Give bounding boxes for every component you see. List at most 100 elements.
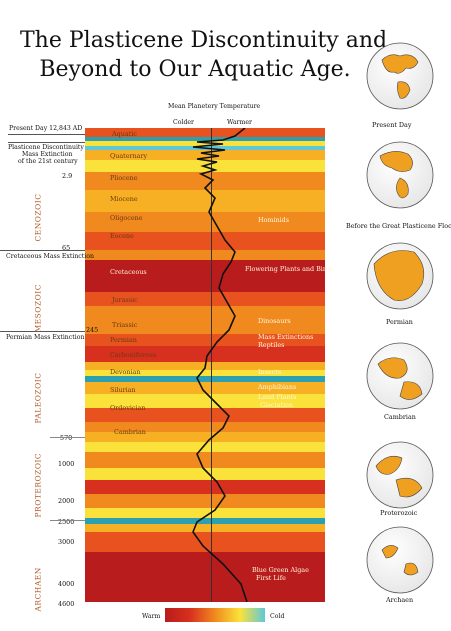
- band-cold-1: [85, 137, 325, 141]
- legend-gradient: [165, 608, 265, 622]
- present-day-label: Present Day 12,843 AD: [9, 125, 83, 132]
- era-paleozoic: PALEOZOIC: [33, 372, 43, 424]
- period-ordovician: Ordovician: [110, 404, 146, 412]
- globe-archaen: [366, 526, 434, 594]
- title-line-1: The Plasticene Discontinuity and: [20, 28, 388, 53]
- tick-1000: 1000: [58, 460, 75, 468]
- band-devonian: [85, 408, 325, 422]
- era-cenozoic: CENOZOIC: [33, 193, 43, 242]
- band-permian-cold: [85, 376, 325, 382]
- period-miocene: Miocene: [110, 195, 138, 203]
- globe-label-cambrian: Cambrian: [384, 413, 416, 421]
- tick-2500: 2500: [58, 518, 75, 526]
- event-first-life: First Life: [256, 574, 286, 582]
- band-prot-3: [85, 508, 325, 518]
- band-prot-cold: [85, 518, 325, 524]
- temperature-strip: [85, 128, 325, 602]
- event-dinosaurs: Dinosaurs: [258, 317, 291, 325]
- legend-warm-label: Warm: [142, 613, 161, 620]
- discontinuity-label-1: Plasticene Discontinuity: [8, 144, 84, 151]
- band-cret-2: [85, 292, 325, 306]
- globe-label-permian: Permian: [386, 318, 413, 326]
- band-prot-2: [85, 494, 325, 508]
- discontinuity-label-3: of the 21st century: [18, 158, 78, 165]
- period-oligocene: Oligocene: [110, 214, 143, 222]
- globe-permian: [366, 242, 434, 310]
- period-aquatic: Aquatic: [112, 130, 137, 138]
- page-title: The Plasticene Discontinuity and Beyond …: [20, 26, 388, 84]
- tick-3000: 3000: [58, 538, 75, 546]
- warmer-label: Warmer: [227, 119, 252, 126]
- globe-label-before-flood: Before the Great Plasticene Flood: [346, 222, 451, 230]
- globe-proterozoic: [366, 441, 434, 509]
- event-land-plants: Land Plants: [258, 393, 297, 401]
- period-cambrian: Cambrian: [114, 428, 146, 436]
- period-devonian: Devonian: [110, 368, 141, 376]
- band-jurassic: [85, 306, 325, 334]
- globe-before-flood: [366, 141, 434, 209]
- event-insects: Insects: [258, 368, 282, 376]
- band-silurian: [85, 422, 325, 432]
- band-carboniferous: [85, 382, 325, 394]
- period-triassic: Triassic: [112, 321, 138, 329]
- tick-line-570: [50, 437, 85, 438]
- event-algae: Blue Green Algae: [252, 566, 309, 574]
- band-paleocene: [85, 250, 325, 260]
- legend-cold-label: Cold: [270, 613, 285, 620]
- era-mesozoic: MESOZOIC: [33, 283, 43, 333]
- band-q2: [85, 150, 325, 160]
- event-reptiles: Reptiles: [258, 341, 285, 349]
- band-miocene: [85, 190, 325, 212]
- tick-4000: 4000: [58, 580, 75, 588]
- era-proterozoic: PROTEROZOIC: [33, 452, 43, 518]
- cretaceous-extinction-label: Cretaceous Mass Extinction: [6, 253, 94, 260]
- tick-65: 65: [62, 244, 71, 252]
- cretaceous-extinction-line: [0, 250, 85, 251]
- period-jurassic: Jurassic: [112, 296, 138, 304]
- band-triassic: [85, 346, 325, 362]
- axis-title: Mean Planetery Temperature: [168, 103, 261, 110]
- globes-column: [366, 42, 434, 594]
- band-archaen: [85, 552, 325, 602]
- band-pliocene: [85, 172, 325, 190]
- period-cretaceous: Cretaceous: [110, 268, 147, 276]
- band-prot-4: [85, 524, 325, 532]
- band-permian-2: [85, 370, 325, 376]
- band-ord-2: [85, 452, 325, 468]
- globe-label-present-day: Present Day: [372, 121, 412, 129]
- band-eocene: [85, 232, 325, 250]
- permian-extinction-line: [0, 331, 85, 332]
- band-sil-2: [85, 432, 325, 442]
- band-aquatic: [85, 128, 325, 137]
- tick-line-2500: [50, 520, 85, 521]
- tick-4600: 4600: [58, 600, 75, 608]
- globe-cambrian: [366, 342, 434, 410]
- temperature-curve: [192, 128, 248, 602]
- permian-extinction-label: Permian Mass Extinction: [6, 334, 85, 341]
- event-flowering: Flowering Plants and Birds: [245, 265, 334, 273]
- period-permian: Permian: [110, 336, 137, 344]
- period-quaternary: Quaternary: [110, 152, 148, 160]
- present-day-line: [8, 134, 85, 135]
- band-arch-1: [85, 532, 325, 552]
- event-amphibians: Amphibians: [258, 383, 297, 391]
- band-carb-2: [85, 394, 325, 408]
- discontinuity-label-2: Mass Extinction: [22, 151, 73, 158]
- event-mass-extinctions: Mass Extinctions: [258, 333, 314, 341]
- period-pliocene: Pliocene: [110, 174, 138, 182]
- title-line-2: Beyond to Our Aquatic Age.: [39, 57, 351, 82]
- band-quaternary: [85, 141, 325, 146]
- reference-line: [211, 128, 212, 602]
- tick-570: 570: [60, 434, 73, 442]
- discontinuity-line: [8, 142, 85, 143]
- colder-label: Colder: [173, 119, 195, 126]
- event-hominids: Hominids: [258, 216, 290, 224]
- globe-label-proterozoic: Proterozoic: [380, 509, 418, 517]
- globe-present-day: [366, 42, 434, 110]
- period-eocene: Eocene: [110, 232, 134, 240]
- period-silurian: Silurian: [110, 386, 136, 394]
- band-oligocene: [85, 212, 325, 232]
- event-glaciation: Glaciation: [260, 401, 293, 409]
- tick-2-9: 2.9: [62, 172, 73, 180]
- band-cambrian: [85, 468, 325, 480]
